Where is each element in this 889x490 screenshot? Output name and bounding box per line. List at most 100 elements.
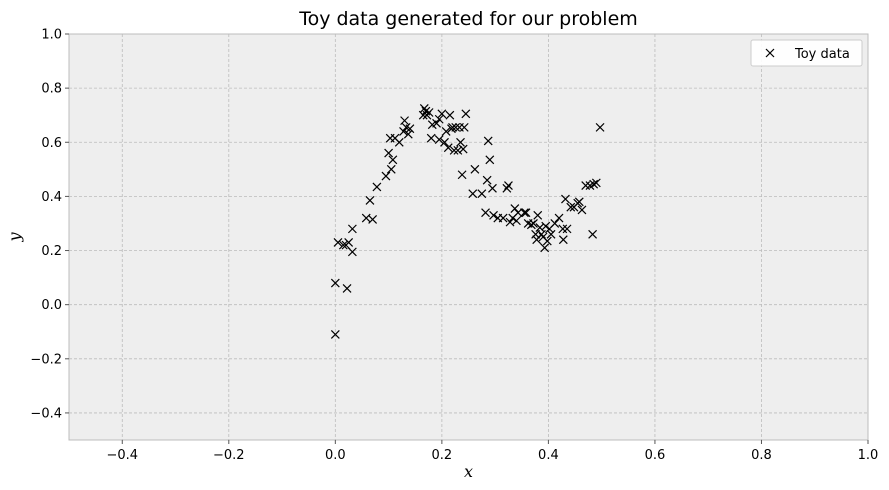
data-point [574, 197, 584, 207]
data-point [405, 124, 415, 134]
data-point [589, 179, 599, 189]
y-tick-label: −0.4 [30, 406, 62, 421]
data-point [595, 122, 605, 132]
legend-entry-label: Toy data [794, 47, 850, 62]
data-point [482, 175, 492, 185]
data-point [440, 137, 449, 147]
legend-marker-x-icon [765, 48, 775, 58]
data-point [368, 214, 378, 224]
data-point [338, 240, 348, 250]
data-point [424, 108, 434, 117]
y-tick-label: 1.0 [41, 28, 62, 43]
y-tick-label: 0.8 [41, 82, 62, 97]
data-point [458, 144, 468, 154]
data-point [558, 224, 568, 234]
data-point [445, 110, 455, 120]
x-tick-label: −0.4 [106, 448, 138, 463]
axis-ticks: −0.4 −0.2 0.0 0.2 0.4 0.6 0.8 1.0 −0.4 −0.2 0.0 0.2… [30, 28, 878, 464]
data-point [504, 181, 513, 190]
data-point [558, 235, 568, 245]
data-point [434, 135, 444, 144]
data-point [365, 196, 375, 205]
x-tick-label: 0.2 [432, 448, 453, 463]
data-point [520, 208, 529, 218]
data-point [477, 189, 487, 199]
data-point [483, 136, 493, 146]
y-tick-label: 0.2 [41, 244, 62, 259]
data-point [453, 145, 463, 155]
data-point [441, 127, 451, 136]
y-tick-label: 0.6 [41, 136, 62, 151]
data-point [470, 164, 480, 174]
y-tick-label: −0.2 [30, 352, 62, 367]
data-point [400, 116, 410, 126]
data-point [432, 118, 441, 128]
data-point [541, 221, 551, 231]
data-point [554, 213, 564, 223]
x-tick-label: 0.6 [645, 448, 666, 463]
data-point [542, 236, 552, 246]
data-point [347, 247, 357, 257]
x-tick-label: 0.0 [325, 448, 346, 463]
legend: Toy data [750, 39, 863, 67]
data-point [468, 189, 478, 199]
data-point [550, 219, 560, 228]
data-point [437, 109, 447, 119]
data-point [459, 122, 469, 132]
data-point [330, 278, 340, 288]
data-point [342, 284, 352, 293]
x-axis-label: x [464, 462, 473, 481]
data-point [546, 229, 556, 239]
data-point [381, 171, 391, 181]
data-point [581, 181, 591, 190]
grid-lines [69, 34, 868, 440]
data-point [330, 330, 340, 339]
y-tick-label: 0.4 [41, 190, 62, 205]
data-point [533, 210, 543, 220]
data-point [521, 208, 531, 218]
plot-area [69, 34, 868, 440]
x-tick-label: −0.2 [213, 448, 245, 463]
data-point [344, 237, 354, 247]
data-point [588, 229, 598, 239]
data-point [448, 122, 457, 132]
data-point [443, 143, 453, 153]
data-point [529, 219, 538, 228]
data-point [512, 216, 521, 226]
data-point [434, 114, 444, 124]
data-points [330, 104, 605, 339]
data-point [449, 145, 459, 155]
data-point [513, 208, 523, 218]
data-point [498, 213, 508, 223]
data-point [577, 205, 587, 215]
data-point [510, 204, 520, 214]
legend-box [750, 39, 863, 67]
data-point [399, 127, 408, 136]
data-point [481, 208, 490, 218]
data-point [347, 224, 357, 234]
x-tick-label: 1.0 [858, 448, 879, 463]
data-point [488, 183, 497, 193]
data-point [485, 155, 495, 165]
data-point [461, 109, 471, 119]
data-point [386, 164, 396, 174]
data-point [451, 122, 461, 132]
data-point [457, 170, 467, 180]
x-tick-label: 0.8 [751, 448, 772, 463]
chart-title: Toy data generated for our problem [298, 8, 638, 30]
y-axis-label: y [5, 232, 24, 243]
data-point [561, 194, 570, 204]
data-point [403, 129, 413, 139]
data-point [562, 224, 572, 234]
data-point [540, 243, 550, 253]
data-point [591, 178, 601, 188]
data-point [372, 182, 382, 192]
data-point [456, 137, 465, 147]
y-tick-label: 0.0 [41, 298, 62, 313]
data-point [333, 237, 343, 247]
data-point [566, 202, 576, 212]
data-point [394, 137, 404, 147]
data-point [537, 229, 546, 239]
data-point [384, 148, 394, 158]
